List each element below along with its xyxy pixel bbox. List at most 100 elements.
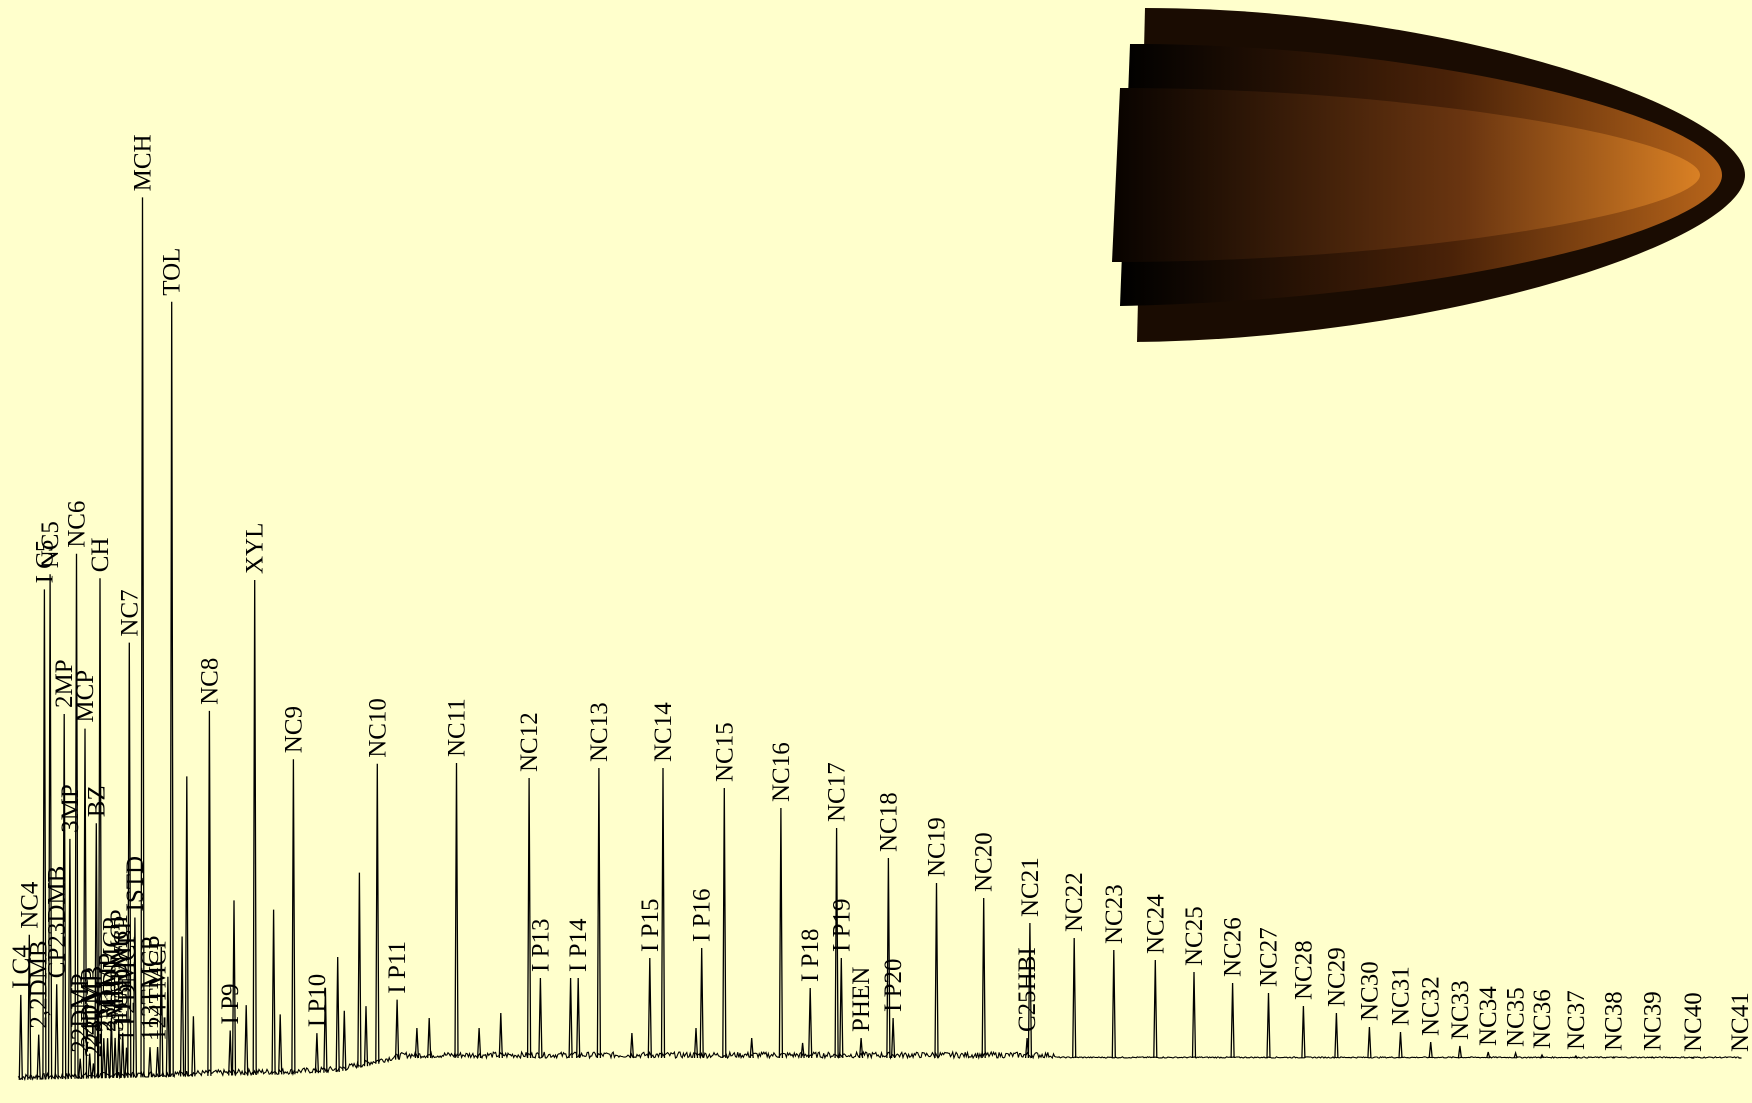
- peak-i-p16: [699, 947, 704, 1059]
- peak-2mh: [101, 1038, 106, 1079]
- peak-nc37: [1573, 1054, 1578, 1059]
- peak-label: NC34: [1475, 986, 1502, 1046]
- peak-unlabeled-76: [165, 976, 171, 1077]
- peak-nc4: [27, 934, 32, 1080]
- peak-2mp: [62, 713, 67, 1080]
- peak-unlabeled-87: [357, 872, 362, 1068]
- peak-unlabeled-77: [179, 936, 185, 1077]
- peak-label: I P13: [527, 919, 554, 972]
- peak-label: NC39: [1639, 991, 1666, 1051]
- peak-i-p19: [839, 957, 844, 1059]
- peak-nc8: [207, 710, 212, 1076]
- peak-label: NC14: [650, 702, 677, 762]
- peak-label: NC4: [16, 881, 43, 929]
- peak-label: NC10: [364, 698, 391, 758]
- peak-label: 124TMCP: [145, 935, 172, 1041]
- peak-label: 24DMP: [77, 968, 104, 1047]
- chromatogram-trace: [17, 197, 1742, 1082]
- peak-24dmp: [87, 1053, 92, 1079]
- peak-unlabeled-89: [414, 1027, 420, 1059]
- peak-unlabeled-86: [342, 1010, 347, 1071]
- peak-nc18: [886, 857, 891, 1059]
- peak-label: NC16: [768, 742, 795, 802]
- peak-nc9: [291, 759, 296, 1075]
- peak-unlabeled-96: [749, 1037, 754, 1059]
- peak-nc21: [1027, 922, 1033, 1059]
- peak-nc35: [1513, 1050, 1518, 1059]
- peak-label: NC11: [444, 698, 471, 757]
- peak-label: NC33: [1447, 980, 1474, 1040]
- peak-label: NC24: [1142, 894, 1169, 954]
- peak-i-p9: [228, 1030, 233, 1076]
- peak-label: I C4: [8, 945, 35, 989]
- peak-label: 11DMCP: [98, 917, 125, 1012]
- peak-label: 2MP: [51, 659, 78, 708]
- peak-unlabeled-79: [191, 1016, 196, 1077]
- peak-mch: [140, 197, 145, 1078]
- peak-label: 1T3DMCP: [110, 916, 137, 1027]
- peak-label: NC5: [37, 521, 64, 568]
- peak-label: NC41: [1727, 992, 1752, 1052]
- peak-cp23dmb: [54, 984, 59, 1080]
- peak-label: XYL: [242, 523, 269, 574]
- peak-phen: [858, 1037, 864, 1059]
- peak-nc5: [47, 574, 53, 1080]
- peak-label: NC28: [1290, 940, 1317, 1000]
- peak-nc17: [834, 827, 839, 1059]
- peak-ch: [97, 578, 103, 1079]
- peak-11dmcp: [109, 1017, 114, 1079]
- peak-1c3dmcp: [116, 1027, 122, 1078]
- peak-label: NC12: [516, 712, 543, 772]
- peak-nc6: [74, 553, 79, 1079]
- peak-124tmcp: [155, 1046, 160, 1078]
- peak-label: 1C3DMCP: [106, 909, 133, 1022]
- peak-label: I P10: [304, 974, 331, 1027]
- peak-label: NC7: [116, 589, 143, 636]
- peak-label: 23DMP: [95, 953, 122, 1032]
- peak-i-c4: [18, 994, 23, 1080]
- peak-label: 2MH: [91, 979, 118, 1032]
- peak-mcp: [82, 728, 88, 1079]
- peak-xyl: [252, 579, 257, 1076]
- peak-nc23: [1111, 949, 1116, 1059]
- peak-label: 3MP: [57, 784, 84, 833]
- peak-label: NC37: [1563, 990, 1590, 1050]
- peak-nc33: [1457, 1045, 1463, 1059]
- peak-unlabeled-94: [629, 1032, 635, 1059]
- peak-label: NC23: [1101, 884, 1128, 944]
- peak-label: 223TMB: [80, 966, 107, 1058]
- peak-nc31: [1398, 1031, 1403, 1059]
- peak-nc7: [127, 642, 132, 1078]
- peak-unlabeled-97: [800, 1042, 805, 1059]
- peak-i-p20: [890, 1017, 896, 1059]
- peak-nc30: [1367, 1026, 1372, 1059]
- peak-label: NC17: [824, 762, 851, 822]
- peak-nc15: [722, 787, 727, 1059]
- peak-label: NC8: [196, 658, 223, 705]
- peak-nc16: [778, 807, 784, 1059]
- peak-unlabeled-80: [231, 900, 237, 1076]
- peak-i-p11: [394, 999, 400, 1060]
- peak-nc14: [660, 767, 666, 1059]
- peak-2,2dmb: [36, 1034, 41, 1080]
- peak-label: MCH: [130, 134, 157, 191]
- peak-label: NC29: [1323, 947, 1350, 1007]
- peak-nc22: [1072, 937, 1077, 1059]
- peak-istd: [132, 917, 138, 1078]
- peak-unlabeled-81: [244, 1005, 249, 1076]
- peak-label: C25HBI: [1014, 947, 1041, 1032]
- peak-unlabeled-90: [427, 1017, 432, 1059]
- peak-label: NC18: [875, 792, 902, 852]
- peak-113tmcp: [147, 1047, 153, 1078]
- peak-unlabeled-83: [278, 1014, 283, 1075]
- peak-label: NC6: [64, 501, 91, 548]
- peak-unlabeled-92: [498, 1012, 503, 1059]
- peak-label: NC35: [1503, 987, 1530, 1047]
- peak-i-p18: [808, 987, 813, 1059]
- peak-label: NC15: [711, 722, 738, 782]
- peak-label: I P14: [565, 918, 592, 972]
- peak-label: NC36: [1529, 989, 1556, 1049]
- peak-label: 3MH: [102, 979, 129, 1032]
